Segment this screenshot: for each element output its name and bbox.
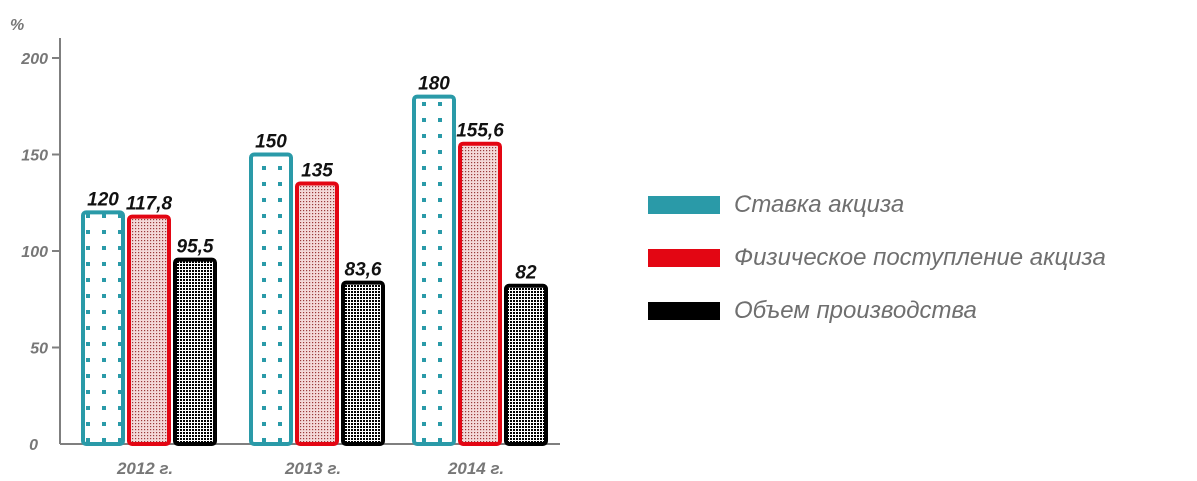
y-tick-label: 150 <box>21 148 48 165</box>
bar <box>295 181 339 446</box>
bar-value-label: 155,6 <box>456 121 504 142</box>
legend-swatch-production-volume <box>648 301 720 320</box>
legend-swatch-excise-receipts <box>648 248 720 267</box>
bar <box>412 94 456 446</box>
bar <box>173 257 217 446</box>
bar <box>127 214 171 446</box>
bar <box>81 210 125 446</box>
x-category-label: 2014 г. <box>447 459 504 478</box>
bar-value-label: 180 <box>418 74 450 95</box>
legend-swatch-excise-rate <box>648 195 720 214</box>
bar-value-label: 135 <box>301 160 333 181</box>
bar-value-label: 95,5 <box>177 237 214 258</box>
bar-value-label: 83,6 <box>345 260 382 281</box>
legend-item-excise-rate: Ставка акциза <box>648 178 1106 231</box>
y-unit-label: % <box>10 17 24 34</box>
x-category-label: 2013 г. <box>284 459 341 478</box>
legend-label-excise-rate: Ставка акциза <box>734 190 905 218</box>
legend-label-production-volume: Объем производства <box>734 296 977 324</box>
x-category-label: 2012 г. <box>116 459 173 478</box>
bar <box>341 280 385 447</box>
legend-label-excise-receipts: Физическое поступление акциза <box>734 243 1106 271</box>
bar-value-label: 82 <box>515 263 537 284</box>
bar <box>458 141 502 447</box>
bar <box>249 152 293 446</box>
y-tick-label: 200 <box>20 51 48 68</box>
bar-value-label: 117,8 <box>126 194 173 215</box>
y-tick-label: 100 <box>21 244 48 261</box>
bar-value-label: 150 <box>255 132 287 153</box>
y-tick-label: 0 <box>29 437 38 454</box>
legend: Ставка акциза Физическое поступление акц… <box>648 178 1106 337</box>
bar-value-label: 120 <box>87 189 119 210</box>
bar <box>504 283 548 446</box>
legend-item-production-volume: Объем производства <box>648 284 1106 337</box>
y-tick-label: 50 <box>30 341 48 358</box>
legend-item-excise-receipts: Физическое поступление акциза <box>648 231 1106 284</box>
